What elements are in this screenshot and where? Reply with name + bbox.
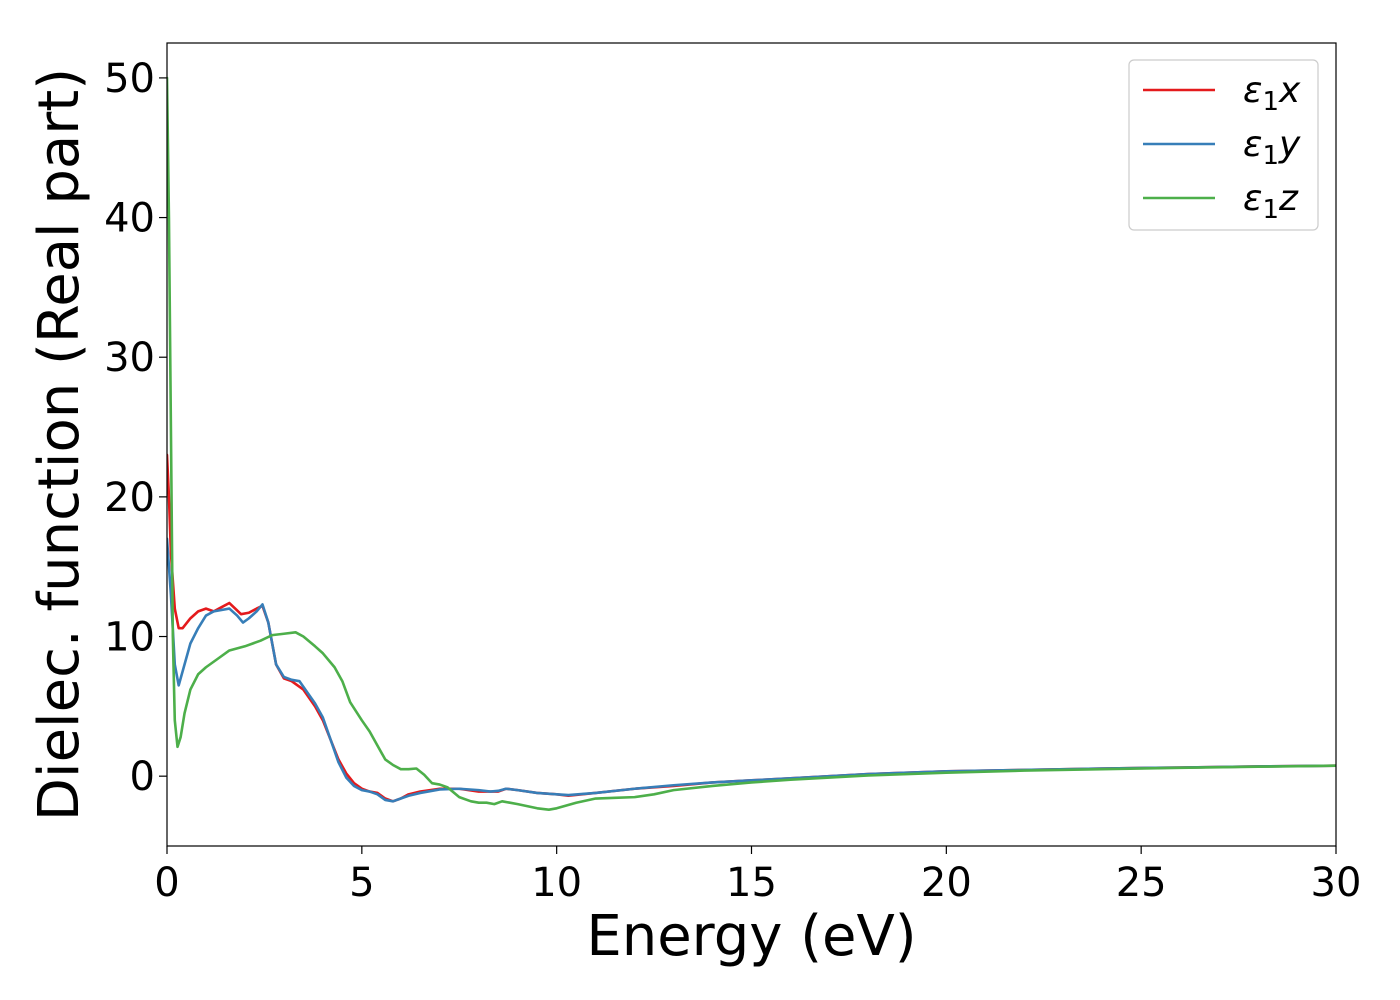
- series-line-y: [167, 537, 1336, 803]
- series-line-z: [167, 76, 1336, 811]
- x-tick-label: 15: [726, 860, 777, 906]
- legend-label: ε1y: [1243, 124, 1301, 171]
- legend-item-y: ε1y: [1143, 124, 1301, 171]
- legend-label: ε1z: [1243, 178, 1299, 225]
- x-tick-label: 30: [1311, 860, 1362, 906]
- x-tick-label: 5: [349, 860, 374, 906]
- y-tick-label: 0: [130, 754, 155, 800]
- x-axis-title: Energy (eV): [586, 904, 916, 969]
- series-layer: [167, 76, 1336, 811]
- legend-box: [1128, 59, 1319, 231]
- y-tick-label: 20: [104, 475, 155, 521]
- y-tick-label: 30: [104, 335, 155, 381]
- x-tick-label: 10: [531, 860, 582, 906]
- x-tick-label: 20: [921, 860, 972, 906]
- x-tick-label: 25: [1116, 860, 1167, 906]
- legend-label: ε1x: [1243, 70, 1301, 117]
- y-axis-title: Dielec. function (Real part): [27, 68, 92, 821]
- x-axis: 0 5 10 15 20 25 30: [154, 846, 1361, 906]
- legend-item-x: ε1x: [1143, 70, 1301, 117]
- legend-item-z: ε1z: [1143, 178, 1299, 225]
- legend: ε1x ε1y ε1z: [1128, 59, 1319, 231]
- y-tick-label: 50: [104, 56, 155, 102]
- y-tick-label: 40: [104, 196, 155, 242]
- x-tick-label: 0: [154, 860, 179, 906]
- y-axis: 0 10 20 30 40 50: [104, 56, 167, 800]
- y-tick-label: 10: [104, 615, 155, 661]
